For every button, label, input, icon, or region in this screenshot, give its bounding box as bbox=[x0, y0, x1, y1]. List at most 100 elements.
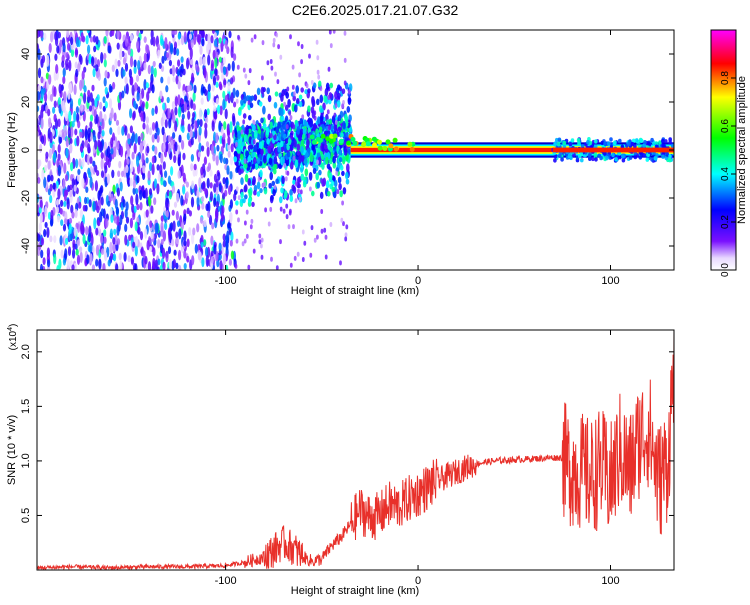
spectrogram-cell bbox=[79, 246, 83, 253]
spectrogram-cell bbox=[192, 91, 196, 102]
spectrogram-cell bbox=[253, 94, 258, 101]
spectrogram-cell bbox=[177, 220, 181, 228]
spectrogram-cell bbox=[40, 76, 44, 84]
spectrogram-cell bbox=[250, 218, 254, 224]
spectrogram-cell bbox=[68, 217, 73, 224]
spectrogram-cell bbox=[157, 49, 161, 58]
spectrogram-cell bbox=[147, 64, 151, 75]
spectrogram-cell bbox=[227, 143, 231, 151]
spectrogram-cell bbox=[259, 169, 263, 178]
spectrogram-cell bbox=[220, 211, 224, 222]
spectrogram-cell bbox=[323, 144, 328, 150]
spectrogram-cell bbox=[292, 95, 297, 102]
spectrogram-cell bbox=[38, 206, 42, 214]
spectrogram-cell bbox=[224, 108, 228, 120]
spectrogram-cell bbox=[46, 227, 50, 238]
spectrogram-cell bbox=[345, 224, 349, 230]
spectrogram-panel: -100 0 100 40 20 0 -20 -40 Height of straight l… bbox=[6, 29, 675, 297]
spectrogram-cell bbox=[214, 38, 218, 47]
spectrogram-cell bbox=[192, 227, 196, 236]
spectrogram-cell bbox=[229, 121, 233, 133]
spectrogram-cell bbox=[53, 100, 57, 108]
spectrogram-cell bbox=[116, 214, 120, 226]
spectrogram-cell bbox=[591, 156, 595, 162]
spectrogram-cell bbox=[144, 187, 148, 199]
spectrogram-cell bbox=[64, 174, 69, 182]
spectrogram-cell bbox=[215, 250, 219, 262]
spectrogram-cell bbox=[188, 33, 192, 40]
snr-panel: -100 0 100 0.5 1.0 1.5 2.0 Height of straight … bbox=[6, 324, 675, 597]
colorbar-tick-label: 0.0 bbox=[720, 263, 731, 277]
spectrogram-cell bbox=[172, 132, 176, 140]
spectrogram-cell bbox=[241, 168, 244, 174]
spectrogram-cell bbox=[233, 193, 237, 202]
spectrogram-cell bbox=[139, 231, 144, 241]
spectrogram-cell bbox=[106, 173, 110, 185]
spectrogram-cell bbox=[59, 136, 63, 144]
spectrogram-cell bbox=[315, 172, 320, 181]
spectrogram-cell bbox=[41, 169, 45, 181]
spectrogram-cell bbox=[275, 178, 279, 185]
spectrogram-cell bbox=[218, 37, 222, 44]
spectrogram-cell bbox=[47, 211, 52, 220]
spectrogram-cell bbox=[130, 48, 134, 59]
y-tick-label: 1.5 bbox=[20, 399, 32, 414]
spectrogram-cell bbox=[235, 209, 239, 215]
spectrogram-cell bbox=[116, 141, 120, 151]
spectrogram-cell bbox=[205, 116, 209, 124]
spectrogram-cell bbox=[68, 223, 72, 235]
spectrogram-cell bbox=[103, 77, 107, 87]
spectrogram-cell bbox=[75, 106, 79, 114]
spectrogram-cell bbox=[267, 113, 272, 121]
spectrogram-cell bbox=[258, 233, 262, 239]
spectrogram-cell bbox=[230, 143, 234, 153]
y-tick-label: 2.0 bbox=[20, 344, 32, 359]
spectrogram-cell bbox=[280, 93, 284, 102]
spectrogram-cell bbox=[183, 250, 187, 259]
spectrogram-cell bbox=[594, 139, 598, 144]
spectrogram-cell bbox=[260, 254, 264, 260]
spectrogram-cell bbox=[91, 56, 95, 67]
spectrogram-cell bbox=[177, 170, 181, 179]
spectrogram-cell bbox=[344, 147, 348, 156]
spectrogram-cell bbox=[206, 43, 210, 55]
spectrogram-cell bbox=[182, 185, 186, 195]
spectrogram-cell bbox=[312, 82, 317, 89]
colorbar-gradient bbox=[710, 29, 737, 271]
spectrogram-cell bbox=[168, 190, 172, 200]
spectrogram-cell bbox=[292, 124, 296, 130]
spectrogram-cell bbox=[135, 74, 140, 83]
spectrogram-cell bbox=[662, 143, 666, 149]
spectrogram-cell bbox=[87, 89, 91, 98]
spectrogram-cell bbox=[297, 150, 300, 156]
spectrogram-cell bbox=[339, 260, 342, 266]
spectrogram-cell bbox=[74, 208, 78, 219]
spectrogram-cell bbox=[328, 98, 332, 105]
spectrogram-cell bbox=[352, 140, 358, 146]
spectrogram-cell bbox=[112, 214, 117, 221]
spectrogram-cell bbox=[247, 80, 251, 86]
spectrogram-cell bbox=[609, 137, 613, 142]
spectrogram-cell bbox=[334, 91, 338, 100]
spectrogram-cell bbox=[136, 40, 140, 50]
spectrogram-cell bbox=[182, 172, 186, 183]
spectrogram-cell bbox=[553, 158, 557, 163]
spectrogram-cell bbox=[177, 94, 181, 106]
spectrogram-cell bbox=[45, 151, 49, 159]
spectrogram-cell bbox=[152, 36, 156, 47]
spectrogram-cell bbox=[252, 119, 256, 125]
spectrogram-cell bbox=[141, 152, 145, 164]
spectrogram-cell bbox=[46, 247, 51, 258]
spectrogram-cell bbox=[199, 216, 204, 224]
spectrogram-cell bbox=[119, 260, 123, 270]
spectrogram-cell bbox=[338, 182, 342, 191]
spectrogram-cell bbox=[74, 128, 78, 136]
spectrogram-cell bbox=[162, 231, 166, 241]
spectrogram-cell bbox=[283, 163, 287, 168]
spectrogram-cell bbox=[140, 112, 144, 122]
spectrogram-cell bbox=[129, 177, 133, 187]
spectrogram-cell bbox=[109, 85, 113, 93]
spectrogram-cell bbox=[257, 176, 261, 182]
spectrogram-cell bbox=[94, 97, 98, 108]
spectrogram-cell bbox=[191, 232, 195, 245]
